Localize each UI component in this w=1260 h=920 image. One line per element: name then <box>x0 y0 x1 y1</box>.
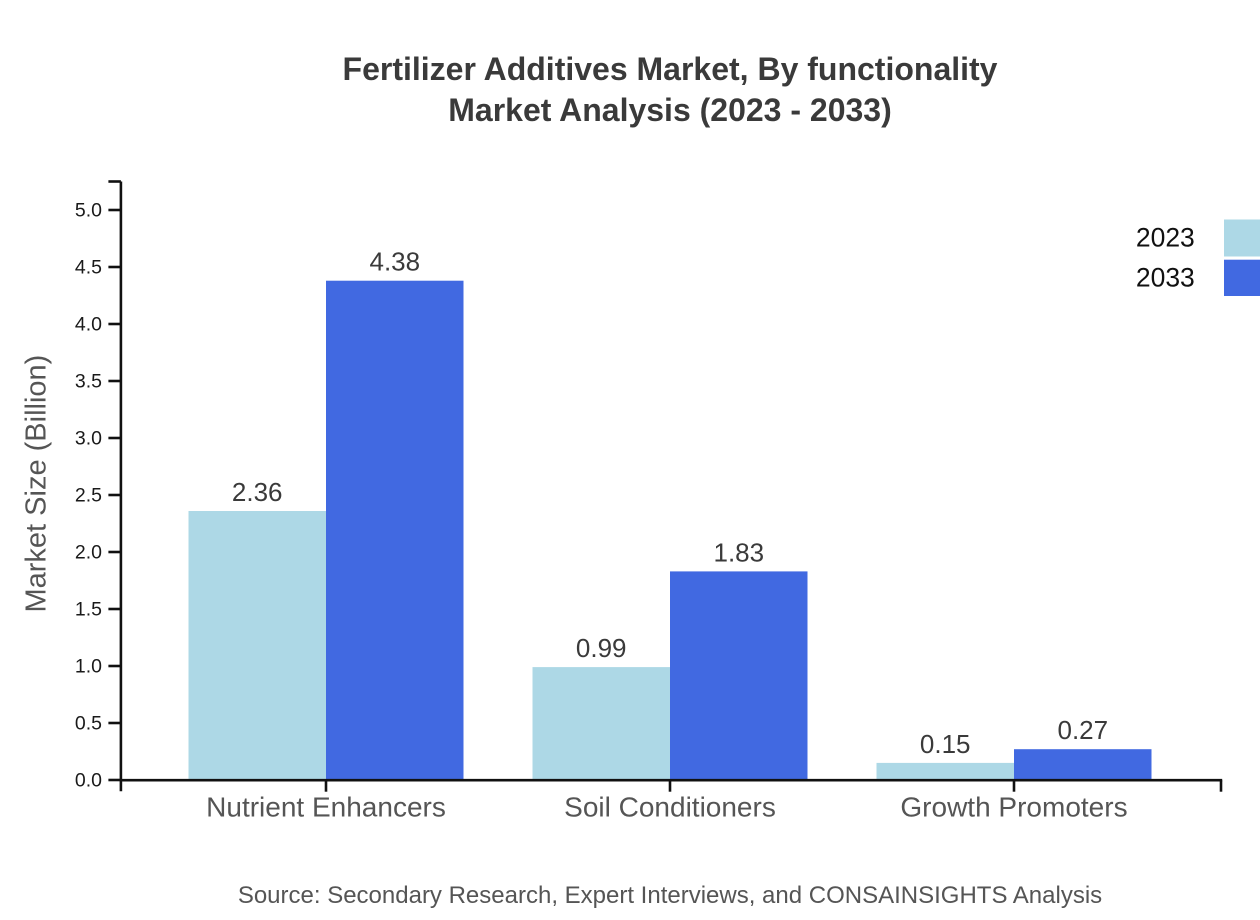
svg-text:1.83: 1.83 <box>713 537 764 567</box>
svg-text:4.0: 4.0 <box>75 314 102 336</box>
svg-text:1.0: 1.0 <box>75 656 102 678</box>
svg-text:3.0: 3.0 <box>75 428 102 450</box>
svg-text:2.0: 2.0 <box>75 542 102 564</box>
svg-text:3.5: 3.5 <box>75 371 102 393</box>
svg-text:Growth Promoters: Growth Promoters <box>900 791 1127 822</box>
svg-text:1.5: 1.5 <box>75 599 102 621</box>
svg-text:2033: 2033 <box>1136 262 1195 292</box>
svg-text:2.36: 2.36 <box>232 477 283 507</box>
svg-text:0.15: 0.15 <box>920 729 971 759</box>
svg-text:4.38: 4.38 <box>369 247 420 277</box>
svg-text:Market Analysis (2023 - 2033): Market Analysis (2023 - 2033) <box>448 92 892 128</box>
svg-text:5.0: 5.0 <box>75 200 102 222</box>
svg-text:4.5: 4.5 <box>75 257 102 279</box>
svg-text:Market Size (Billion): Market Size (Billion) <box>21 355 53 613</box>
svg-text:0.99: 0.99 <box>576 633 627 663</box>
svg-text:0.0: 0.0 <box>75 770 102 792</box>
svg-text:2023: 2023 <box>1136 223 1195 253</box>
svg-text:2.5: 2.5 <box>75 485 102 507</box>
svg-text:0.27: 0.27 <box>1057 715 1108 745</box>
svg-text:Source: Secondary Research, Ex: Source: Secondary Research, Expert Inter… <box>238 882 1102 909</box>
svg-text:Nutrient Enhancers: Nutrient Enhancers <box>206 791 446 822</box>
svg-text:Soil Conditioners: Soil Conditioners <box>564 791 776 822</box>
svg-text:Fertilizer Additives Market, B: Fertilizer Additives Market, By function… <box>343 51 998 87</box>
svg-text:0.5: 0.5 <box>75 713 102 735</box>
